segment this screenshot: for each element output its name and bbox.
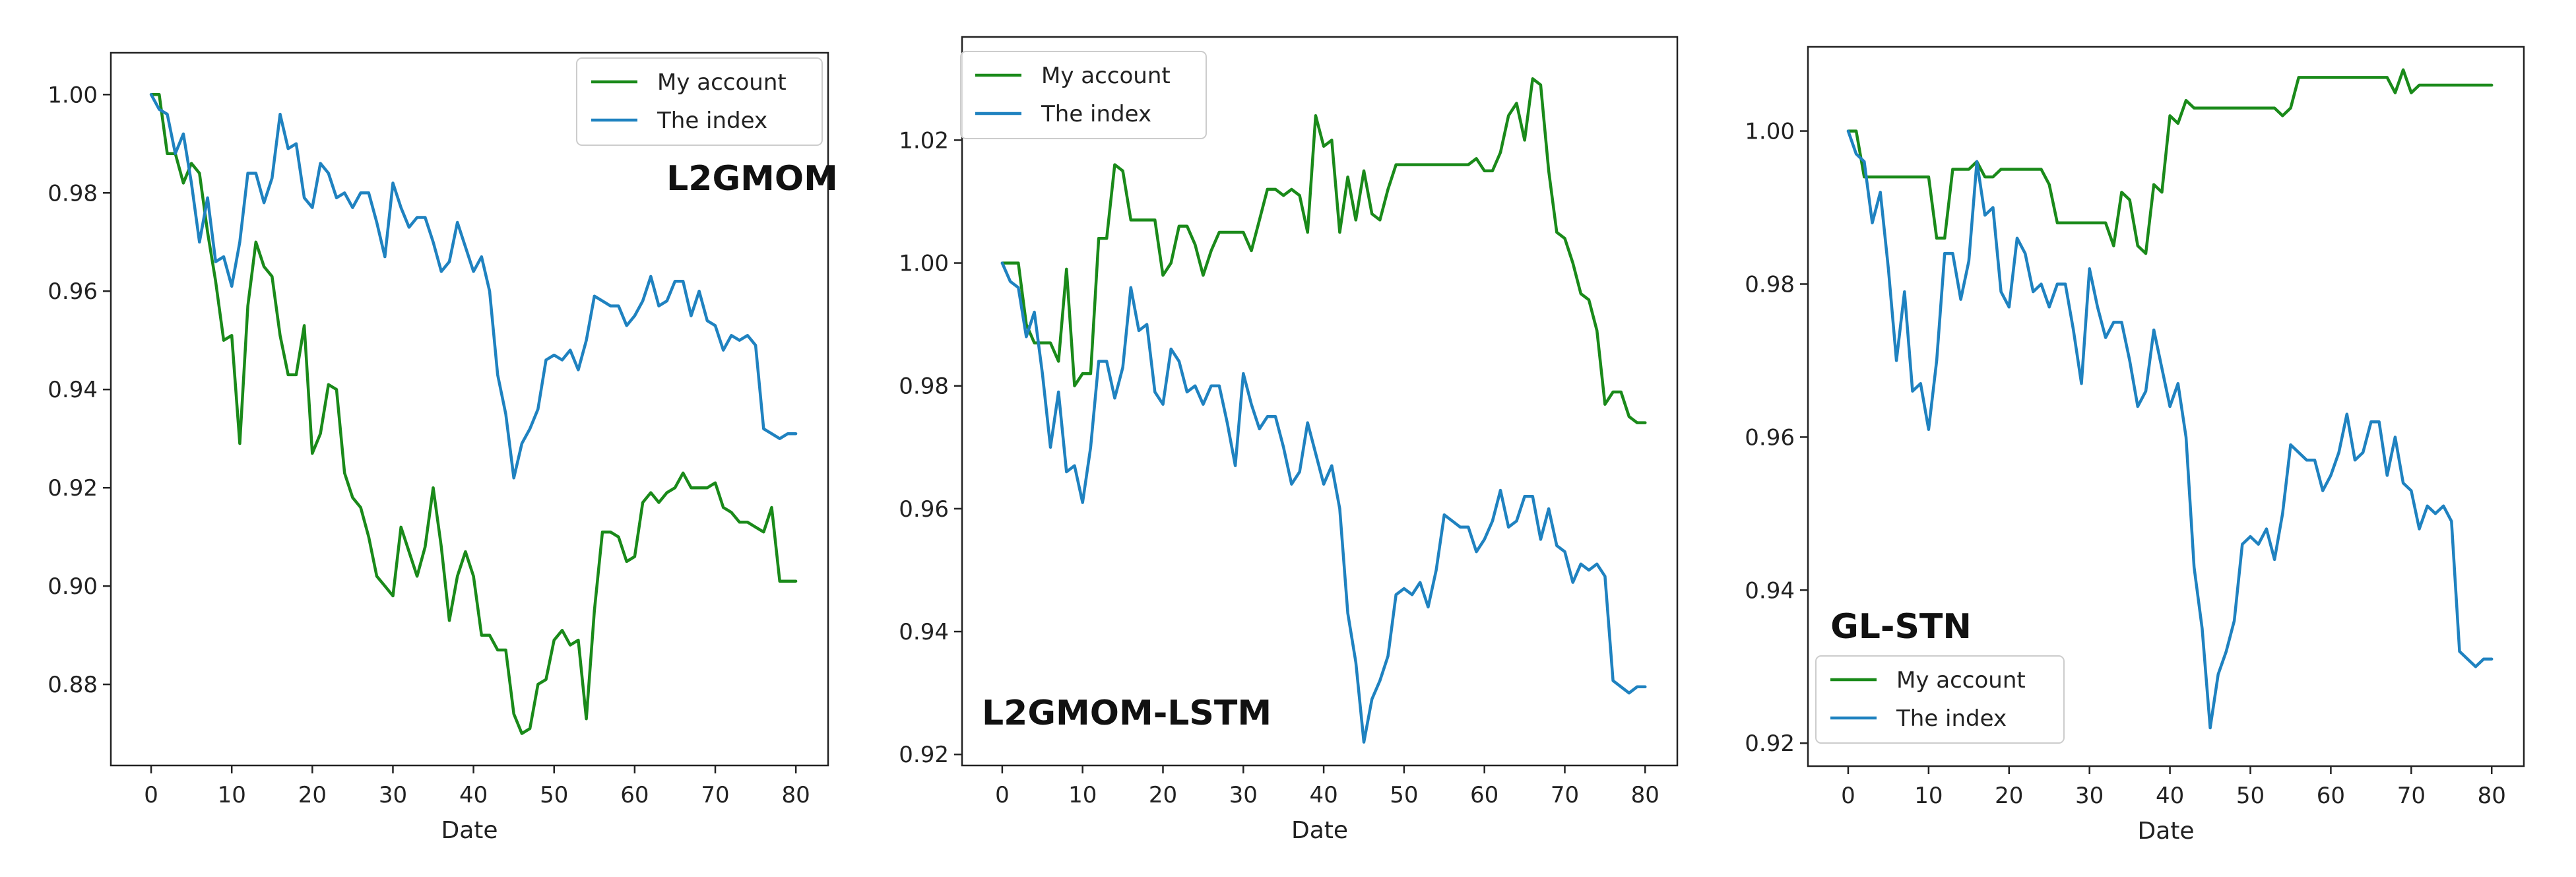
model-name-label: L2GMOM-LSTM (982, 694, 1272, 733)
legend: My account The index (576, 57, 823, 146)
legend-entry-label: My account (1041, 63, 1171, 89)
x-tick-label: 70 (701, 782, 729, 808)
x-tick-label: 70 (1551, 782, 1579, 808)
y-tick-label: 0.94 (899, 619, 949, 645)
legend: My account The index (960, 51, 1207, 139)
x-tick-label: 80 (1631, 782, 1659, 808)
legend-entry-label: My account (1896, 667, 2026, 694)
axes-frame (961, 36, 1679, 767)
x-tick-label: 50 (540, 782, 568, 808)
x-tick-label: 50 (1390, 782, 1418, 808)
model-name-label: L2GMOM (666, 159, 838, 199)
chart-panel-3: 0 10 20 30 40 50 60 70 80 0.92 0.94 0.96 0.98 1.00 Dat… (1745, 46, 2525, 845)
y-tick-label: 1.00 (48, 82, 98, 108)
x-tick-label: 30 (1229, 782, 1258, 808)
x-tick-label: 60 (1470, 782, 1498, 808)
x-tick-label: 20 (1149, 782, 1177, 808)
chart-panel-2: 0 10 20 30 40 50 60 70 80 0.92 0.94 0.96 0.98 1.00 1.0… (899, 36, 1679, 844)
y-tick-label: 1.00 (899, 251, 949, 277)
x-tick-label: 80 (782, 782, 810, 808)
legend-entry-label: The index (657, 108, 767, 134)
y-tick-label: 0.92 (1745, 731, 1795, 757)
y-tick-label: 0.94 (48, 377, 98, 403)
chart-panel-1: 0 10 20 30 40 50 60 70 80 0.88 0.90 0.92 0.94 0.96 0.9… (48, 51, 838, 844)
legend-entry-label: My account (657, 69, 787, 96)
legend-box (960, 51, 1207, 139)
y-tick-label: 0.96 (48, 278, 98, 305)
axes-frame (110, 51, 829, 767)
x-tick-label: 0 (144, 782, 158, 808)
x-axis-label: Date (1291, 817, 1348, 844)
y-tick-label: 0.92 (48, 475, 98, 502)
y-tick-label: 0.96 (899, 496, 949, 523)
series-line-my-account (1000, 77, 1647, 424)
x-tick-label: 0 (1841, 783, 1855, 809)
y-tick-label: 1.02 (899, 127, 949, 154)
model-name-label: GL-STN (1830, 607, 1972, 647)
y-tick-label: 0.90 (48, 573, 98, 600)
x-tick-label: 50 (2236, 783, 2265, 809)
series-line-the-index (1000, 261, 1647, 744)
series-line-the-index (1846, 129, 2494, 730)
x-tick-label: 70 (2397, 783, 2426, 809)
series-line-my-account (1846, 68, 2494, 255)
x-tick-label: 20 (298, 782, 327, 808)
x-tick-label: 60 (620, 782, 649, 808)
x-tick-label: 20 (1995, 783, 2023, 809)
x-tick-label: 0 (995, 782, 1010, 808)
x-tick-label: 10 (1914, 783, 1943, 809)
x-tick-label: 40 (2156, 783, 2184, 809)
y-tick-label: 0.96 (1745, 424, 1795, 451)
y-tick-label: 0.92 (899, 742, 949, 768)
y-tick-label: 0.98 (899, 374, 949, 400)
x-tick-label: 40 (1309, 782, 1337, 808)
x-tick-label: 30 (379, 782, 407, 808)
x-tick-label: 10 (218, 782, 246, 808)
x-axis-label: Date (441, 817, 498, 844)
y-tick-label: 0.94 (1745, 577, 1795, 604)
x-axis-label: Date (2137, 818, 2194, 845)
legend-box (576, 57, 823, 146)
legend-entry-label: The index (1041, 101, 1151, 127)
x-tick-label: 10 (1068, 782, 1097, 808)
series-line-the-index (149, 93, 798, 480)
x-tick-label: 60 (2317, 783, 2345, 809)
legend: My account The index (1815, 655, 2065, 744)
x-tick-label: 30 (2075, 783, 2104, 809)
series-line-my-account (149, 93, 798, 735)
y-tick-label: 0.98 (1745, 271, 1795, 298)
x-tick-label: 80 (2478, 783, 2506, 809)
legend-entry-label: The index (1896, 705, 2007, 732)
y-tick-label: 0.88 (48, 672, 98, 698)
y-tick-label: 0.98 (48, 180, 98, 207)
legend-box (1815, 655, 2065, 744)
x-tick-label: 40 (459, 782, 488, 808)
y-tick-label: 1.00 (1745, 119, 1795, 145)
